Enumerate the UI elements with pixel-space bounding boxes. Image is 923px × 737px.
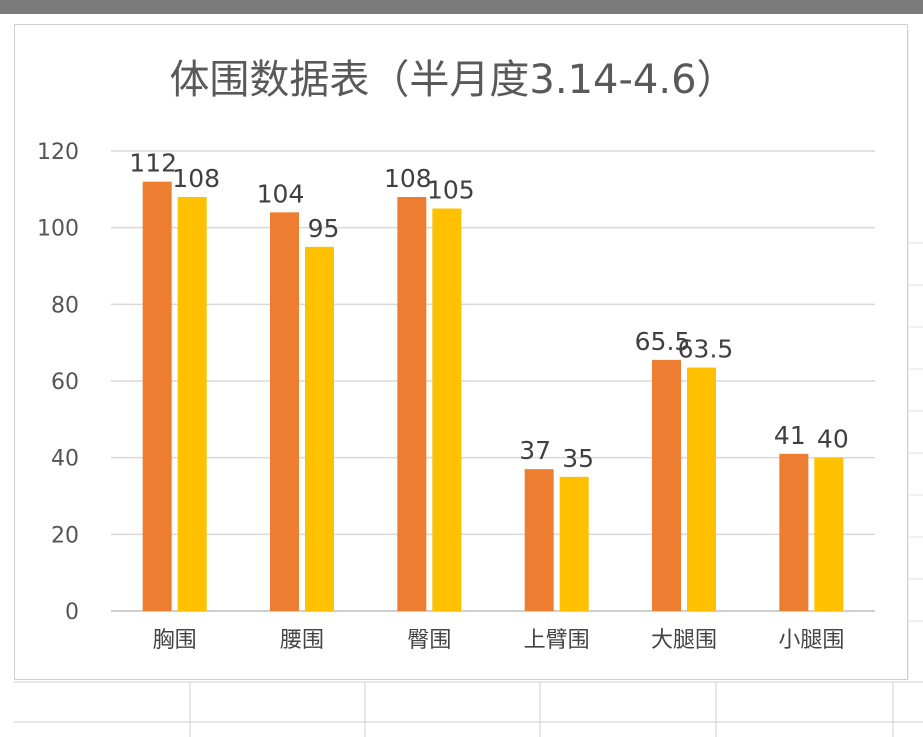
category-label: 臀围 (407, 628, 451, 653)
category-label: 腰围 (280, 628, 324, 653)
category-label: 胸围 (153, 628, 197, 653)
data-label: 65.5 (635, 327, 691, 356)
data-label: 37 (519, 436, 551, 465)
gridlines (111, 150, 875, 612)
bar-series-2 (177, 197, 207, 611)
bar-series-1 (397, 197, 427, 611)
data-label: 104 (257, 179, 305, 208)
bar-series-1 (652, 359, 681, 611)
bar-series-2 (814, 457, 844, 611)
data-label: 108 (172, 164, 220, 193)
y-tick-label: 20 (51, 523, 79, 548)
category-label: 小腿围 (778, 628, 844, 653)
bar-series-1 (270, 212, 299, 612)
category-label: 上臂围 (524, 628, 590, 653)
y-tick-label: 40 (51, 447, 79, 472)
data-label: 108 (384, 164, 432, 193)
category-label: 大腿围 (651, 628, 717, 653)
data-label: 41 (774, 421, 806, 450)
data-label: 35 (562, 444, 594, 473)
x-axis-categories: 胸围 腰围 臀围 上臂围 大腿围 小腿围 (153, 628, 845, 653)
bars (142, 181, 844, 612)
data-label: 63.5 (678, 335, 734, 364)
data-label: 105 (427, 176, 475, 205)
bar-series-2 (305, 246, 334, 612)
bar-series-2 (687, 367, 716, 611)
data-label: 112 (129, 149, 177, 178)
y-tick-label: 80 (51, 293, 79, 318)
y-tick-label: 100 (37, 217, 79, 242)
bar-series-2 (432, 208, 462, 611)
y-axis-ticks: 0 20 40 60 80 100 120 (37, 140, 79, 625)
bar-series-2 (559, 476, 589, 611)
bar-series-1 (524, 469, 554, 611)
bar-series-1 (142, 181, 172, 611)
chart-title: 体围数据表（半月度3.14-4.6） (169, 57, 736, 103)
bar-series-1 (779, 453, 809, 611)
y-tick-label: 0 (65, 600, 79, 625)
chart-object[interactable]: 体围数据表（半月度3.14-4.6） 0 20 40 60 80 100 120 112 10… (14, 24, 908, 680)
data-label: 95 (308, 214, 340, 243)
y-tick-label: 120 (37, 140, 79, 165)
data-label: 40 (817, 425, 849, 454)
y-tick-label: 60 (51, 370, 79, 395)
